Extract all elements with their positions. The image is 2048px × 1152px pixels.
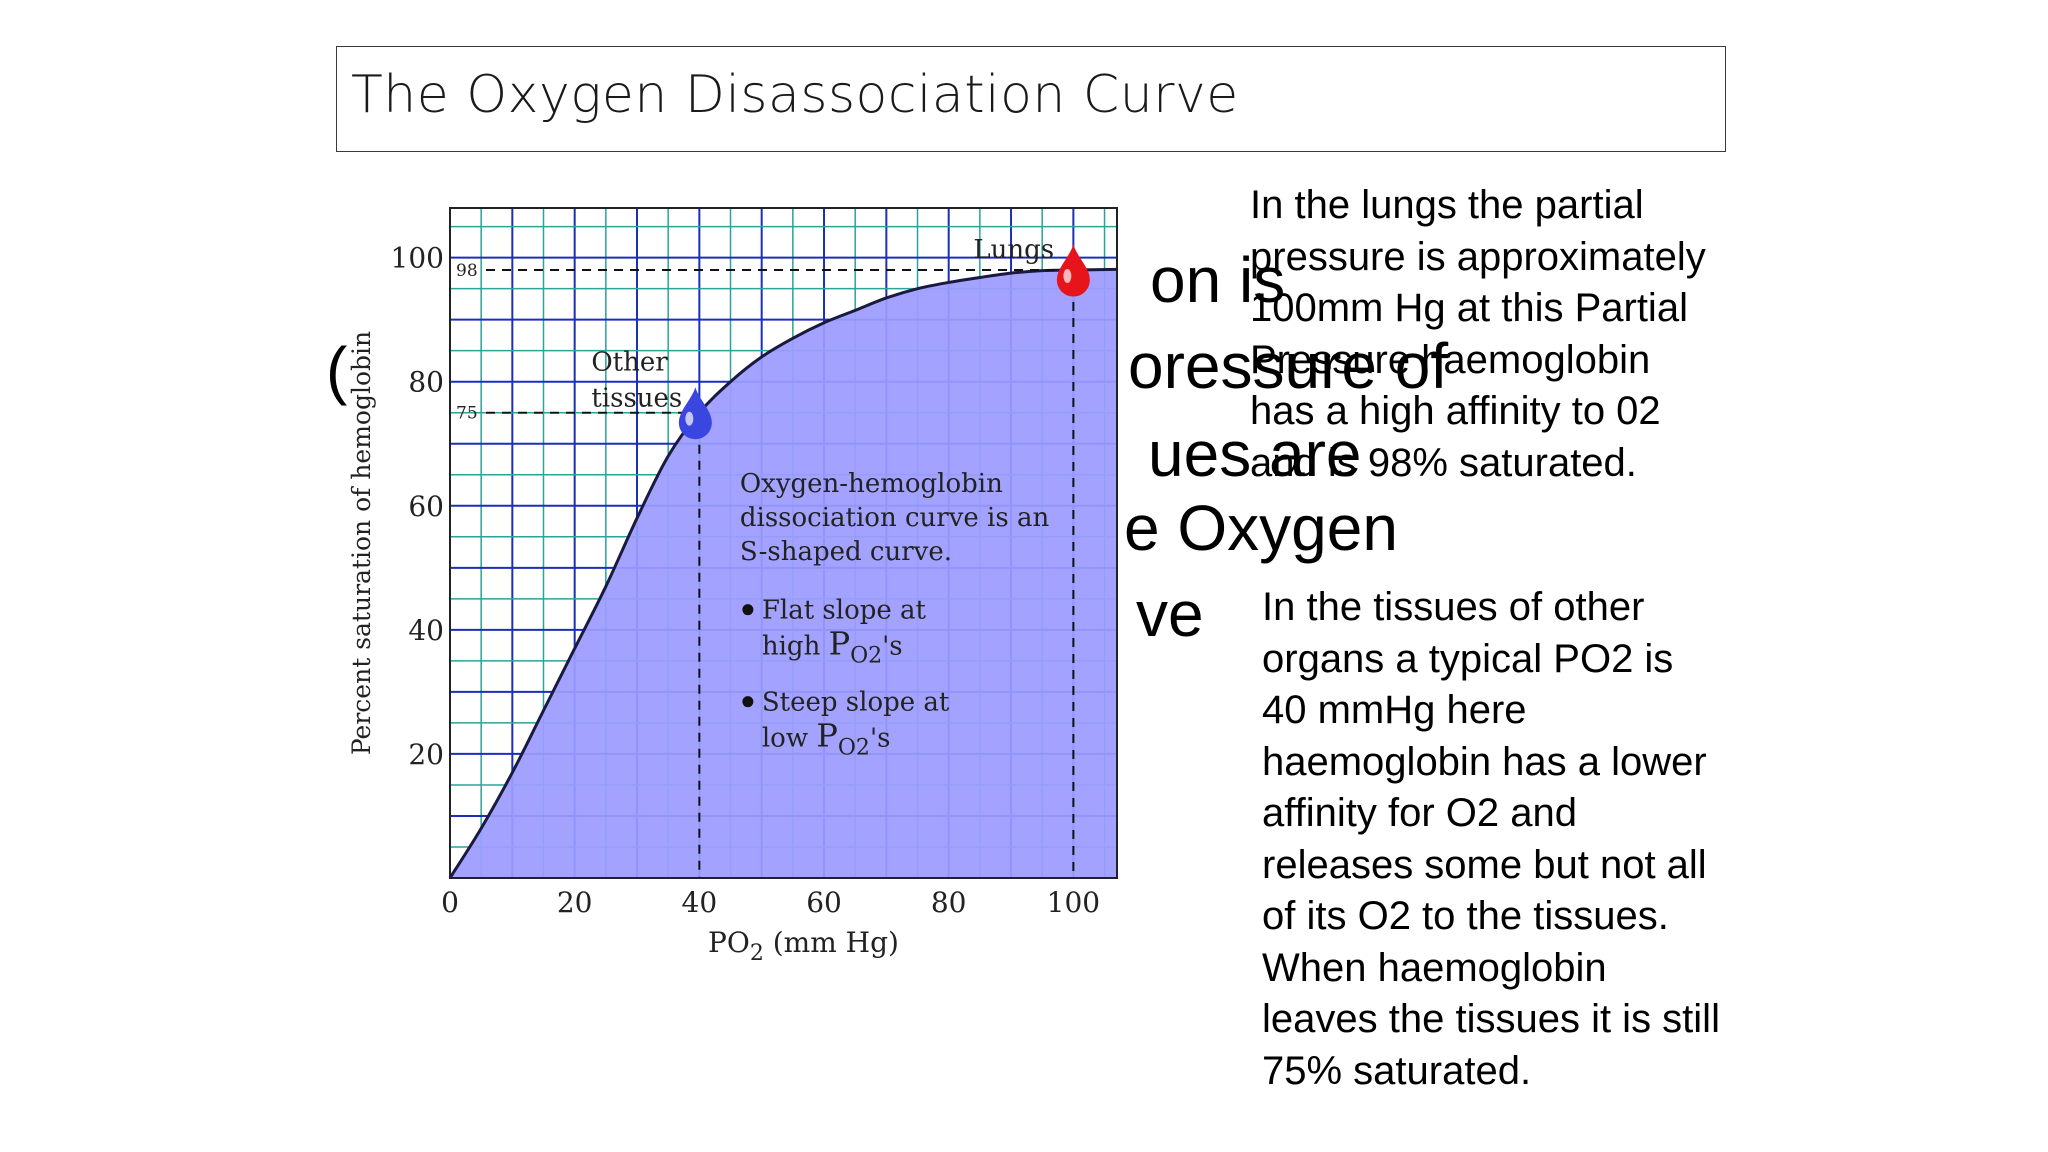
- annotation: Oxygen-hemoglobin dissociation curve is a…: [740, 469, 1050, 761]
- x-tick-label: 80: [931, 886, 967, 919]
- annotation-line: Oxygen-hemoglobin: [740, 469, 1003, 499]
- lungs-description: In the lungs the partial pressure is app…: [1250, 183, 1706, 485]
- x-axis-label: PO2 (mm Hg): [708, 926, 899, 966]
- markers: Lungs Other tissues: [591, 235, 1090, 440]
- page-title: The Oxygen Disassociation Curve: [351, 65, 1239, 125]
- y-tick-label: 80: [408, 366, 444, 399]
- tissues-drop-icon-highlight: [685, 411, 694, 426]
- bullet-dot: [742, 696, 754, 708]
- y-tick-label: 100: [391, 242, 444, 275]
- annotation-line: dissociation curve is an: [740, 503, 1050, 533]
- plot-frame: [449, 207, 1118, 879]
- tissues-drop-icon-shape: [678, 387, 712, 440]
- annotation-line: S-shaped curve.: [740, 537, 952, 567]
- tissues-label: tissues: [591, 384, 682, 414]
- title-box: The Oxygen Disassociation Curve: [336, 46, 1726, 152]
- lungs-label: Lungs: [973, 235, 1054, 265]
- bullet-line: low PO2's: [762, 717, 891, 761]
- bullet-line: Flat slope at: [762, 596, 927, 626]
- bullet-line: Steep slope at: [762, 688, 950, 718]
- x-tick-label: 20: [557, 886, 593, 919]
- x-tick-label: 0: [441, 886, 459, 919]
- bullet-line: high PO2's: [762, 625, 903, 669]
- background-fragment: e Oxygen: [1124, 492, 1398, 564]
- reference-value-label: 75: [456, 404, 478, 424]
- reference-value-label: 98: [456, 261, 478, 281]
- y-tick-label: 40: [408, 614, 444, 647]
- y-tick-label: 60: [408, 490, 444, 523]
- lungs-drop-icon-highlight: [1063, 269, 1072, 284]
- saturation-area: [450, 269, 1117, 879]
- y-axis-label: Percent saturation of hemoglobin: [347, 331, 376, 755]
- saturation-curve: [448, 267, 1118, 879]
- y-tick-label: 20: [408, 738, 444, 771]
- background-fragment: ve: [1136, 578, 1204, 650]
- tick-labels: 0 20 40 60 80 100 20 40 60 80 100: [391, 242, 1101, 919]
- x-tick-label: 60: [806, 886, 842, 919]
- tissues-label: Other: [591, 348, 668, 378]
- lungs-drop-icon-shape: [1056, 244, 1090, 297]
- dissociation-chart: 98 75 0 20 40 60 80 100 20 40 60 80 100 Percent sat…: [347, 207, 1118, 966]
- reference-lines: 98 75: [456, 261, 1075, 878]
- tissues-drop-icon: [678, 387, 712, 440]
- x-tick-label: 40: [682, 886, 718, 919]
- bullet-dot: [742, 604, 754, 616]
- lungs-drop-icon: [1056, 244, 1090, 297]
- tissues-description: In the tissues of other organs a typical…: [1262, 585, 1720, 1093]
- x-tick-label: 100: [1047, 886, 1100, 919]
